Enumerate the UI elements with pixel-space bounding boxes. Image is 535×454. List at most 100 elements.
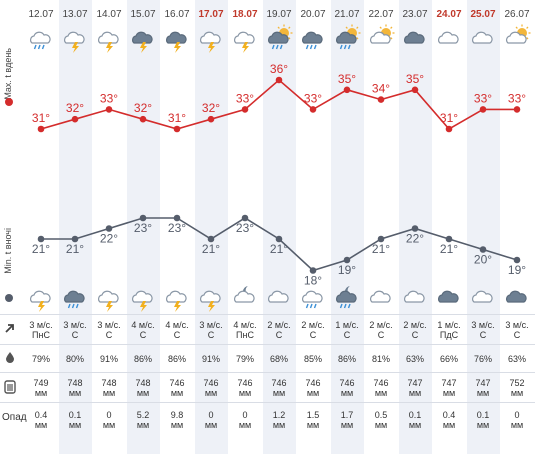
sun-cloud-icon (370, 24, 395, 44)
pressure-cell: 746 мм (229, 378, 262, 398)
wind-cell-text: 4 м/с. (233, 320, 257, 330)
wind-cell-text: ПнС (236, 330, 254, 340)
pressure-cell: 746 мм (263, 378, 296, 398)
wind-cell-text: 3 м/с. (63, 320, 87, 330)
humidity-cell: 80% (59, 354, 92, 364)
min-temp-label: 19° (338, 263, 356, 277)
min-temp-point (173, 214, 181, 222)
row-divider (0, 344, 535, 345)
precip-cell: 0.5 мм (365, 410, 398, 430)
min-temp-label: 19° (508, 263, 526, 277)
precip-cell: 0 мм (501, 410, 534, 430)
column-stripe (262, 0, 296, 454)
max-temp-label: 33° (100, 91, 118, 105)
humidity-cell-text: 86% (133, 354, 152, 364)
pressure-cell-text: мм (170, 388, 184, 398)
humidity-cell-text: 80% (65, 354, 84, 364)
pressure-cell-text: 752 (509, 378, 525, 388)
pressure-cell-text: 746 (271, 378, 287, 388)
max-temp-label: 33° (474, 91, 492, 105)
precip-cell-text: 1.2 (272, 410, 286, 420)
min-temp-label: 21° (32, 242, 50, 256)
pressure-cell-text: 748 (135, 378, 151, 388)
precip-cell-text: мм (442, 420, 456, 430)
min-temp-point (513, 256, 521, 264)
precip-cell: 0.4 мм (433, 410, 466, 430)
precip-cell: 0.4 мм (25, 410, 58, 430)
cloud-lightning-icon (166, 290, 187, 312)
min-temp-point (139, 214, 147, 222)
pressure-cell: 747 мм (433, 378, 466, 398)
humidity-cell-text: 63% (405, 354, 424, 364)
pressure-cell-text: мм (68, 388, 82, 398)
wind-cell-text: 3 м/с. (471, 320, 495, 330)
humidity-cell: 91% (195, 354, 228, 364)
humidity-cell: 66% (433, 354, 466, 364)
precip-cell-text: мм (306, 420, 320, 430)
min-temp-point (37, 235, 45, 243)
wind-cell-text: 2 м/с. (267, 320, 291, 330)
pressure-cell-text: 746 (169, 378, 185, 388)
min-temp-point (411, 225, 419, 232)
pressure-cell-text: мм (136, 388, 150, 398)
humidity-cell: 81% (365, 354, 398, 364)
cloud-rain-icon (302, 290, 323, 309)
wind-cell-text: С (275, 330, 283, 340)
cloud-lightning-icon (98, 290, 119, 312)
min-temp-point (445, 235, 453, 243)
wind-cell: 3 м/с. С (93, 320, 126, 340)
max-temp-point (377, 96, 385, 103)
max-temp-label: 35° (406, 72, 424, 86)
min-temp-point (377, 235, 385, 243)
date-label: 22.07 (368, 9, 394, 20)
pressure-cell-text: мм (408, 388, 422, 398)
barometer-icon (4, 380, 16, 394)
precip-cell-text: 5.2 (136, 410, 150, 420)
humidity-cell-text: 91% (99, 354, 118, 364)
min-temp-point (105, 225, 113, 232)
precip-cell-text: мм (374, 420, 388, 430)
precip-cell-text: 0.5 (374, 410, 388, 420)
max-temp-point (105, 106, 113, 113)
pressure-cell-text: мм (476, 388, 490, 398)
pressure-cell: 746 мм (297, 378, 330, 398)
wind-cell: 1 м/с. ПдС (433, 320, 466, 340)
dark-cloud-rain-icon (302, 31, 323, 50)
pressure-cell: 752 мм (501, 378, 534, 398)
max-temp-label: 32° (66, 101, 84, 115)
cloud-icon (472, 31, 493, 44)
pressure-cell-text: 746 (203, 378, 219, 388)
pressure-cell-text: 749 (33, 378, 49, 388)
max-temp-point (513, 106, 521, 113)
pressure-cell: 748 мм (59, 378, 92, 398)
wind-cell-text: С (207, 330, 215, 340)
precip-cell: 0 мм (93, 410, 126, 430)
humidity-cell-text: 76% (473, 354, 492, 364)
precip-cell-text: мм (68, 420, 82, 430)
max-temp-point (411, 86, 419, 94)
pressure-cell: 746 мм (365, 378, 398, 398)
pressure-cell: 748 мм (93, 378, 126, 398)
humidity-cell: 63% (399, 354, 432, 364)
date-label: 15.07 (130, 9, 156, 20)
precip-cell-text: 0.4 (442, 410, 456, 420)
humidity-cell: 86% (161, 354, 194, 364)
column-stripe (466, 0, 500, 454)
cloud-icon (268, 290, 289, 303)
precip-cell-text: 1.5 (306, 410, 320, 420)
pressure-cell-text: мм (204, 388, 218, 398)
min-temp-label: 21° (202, 242, 220, 256)
cloud-rain-icon (30, 31, 51, 50)
max-temp-label: 31° (32, 111, 50, 125)
wind-cell: 4 м/с. ПнС (229, 320, 262, 340)
precip-cell-text: 0 (514, 410, 520, 420)
humidity-cell: 91% (93, 354, 126, 364)
humidity-cell: 86% (331, 354, 364, 364)
wind-cell-text: 4 м/с. (131, 320, 155, 330)
pressure-cell: 749 мм (25, 378, 58, 398)
cloud-lightning-icon (200, 31, 221, 53)
pressure-cell: 748 мм (127, 378, 160, 398)
date-label: 26.07 (504, 9, 530, 20)
precip-cell-text: мм (408, 420, 422, 430)
